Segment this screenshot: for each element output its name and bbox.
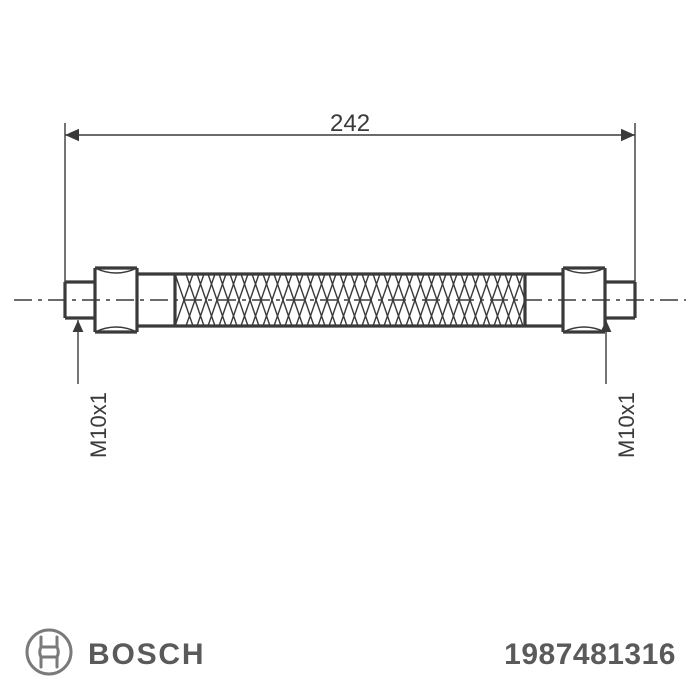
brand-block: BOSCH <box>24 627 205 682</box>
canvas: 242 M10x1 M10x1 BOSCH 1987481316 <box>0 0 700 700</box>
technical-drawing <box>0 0 700 700</box>
brand-name: BOSCH <box>88 638 205 672</box>
length-dimension-value: 242 <box>330 110 370 138</box>
thread-spec-left: M10x1 <box>86 392 112 458</box>
part-number: 1987481316 <box>504 638 676 672</box>
footer: BOSCH 1987481316 <box>0 627 700 682</box>
bosch-logo-icon <box>24 627 74 682</box>
thread-spec-right: M10x1 <box>614 392 640 458</box>
